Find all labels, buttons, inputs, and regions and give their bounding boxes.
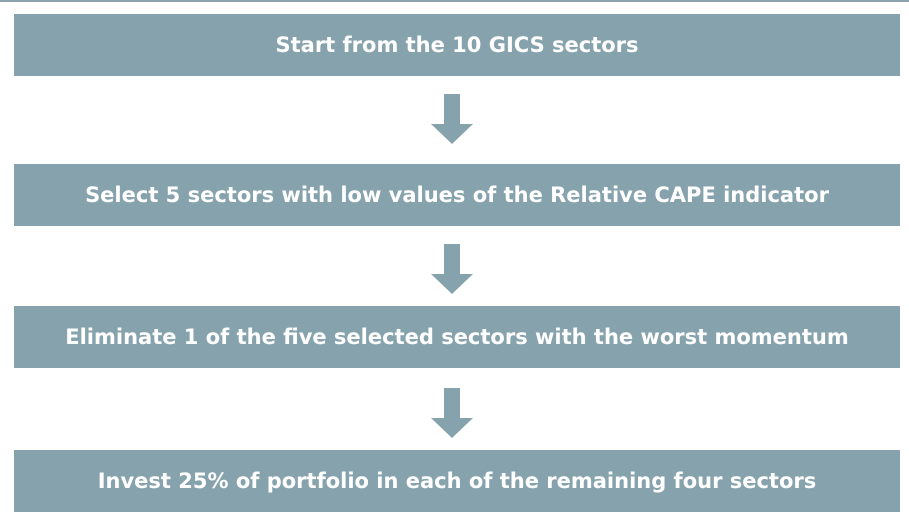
step-box: Select 5 sectors with low values of the …	[14, 164, 900, 226]
step-box: Start from the 10 GICS sectors	[14, 14, 900, 76]
step-box: Eliminate 1 of the five selected sectors…	[14, 306, 900, 368]
arrow	[431, 244, 473, 294]
top-rule	[0, 0, 909, 2]
step-box: Invest 25% of portfolio in each of the r…	[14, 450, 900, 512]
arrow	[431, 388, 473, 438]
arrow	[431, 94, 473, 144]
